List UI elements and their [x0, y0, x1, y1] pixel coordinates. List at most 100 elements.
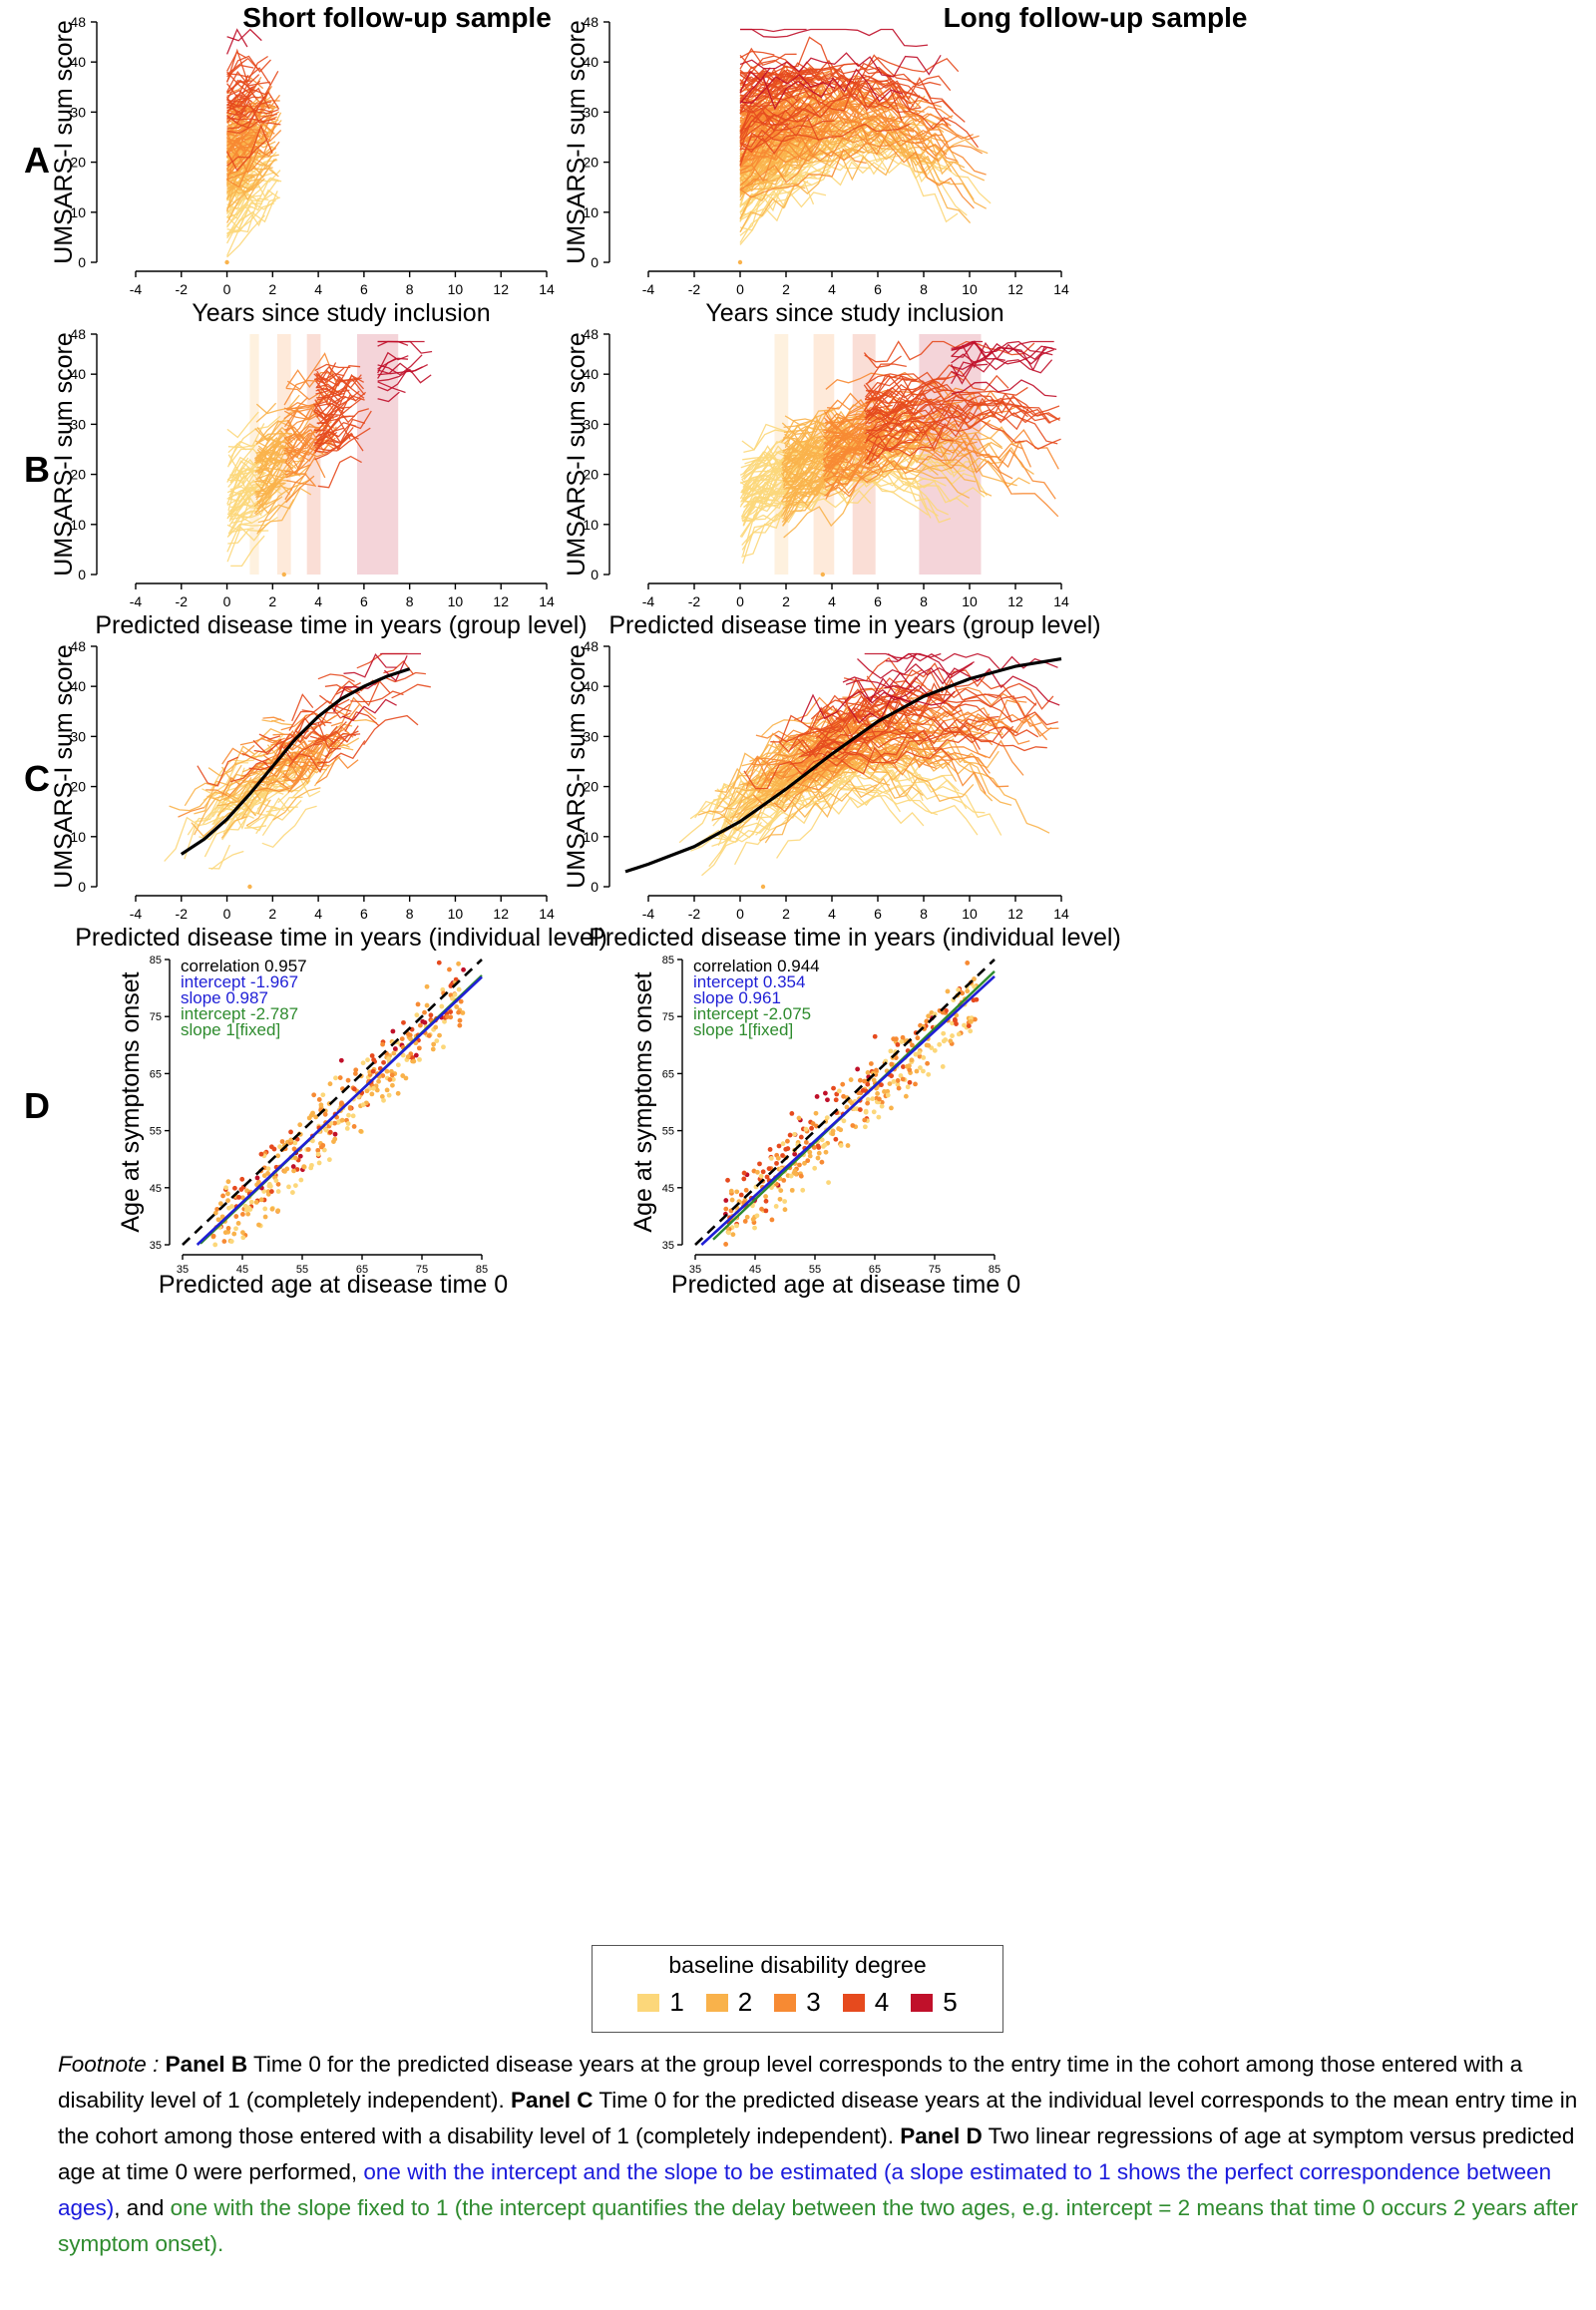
trajectory: [241, 752, 282, 777]
scatter-point: [245, 1211, 251, 1217]
trajectory: [226, 124, 273, 167]
x-tick-label: 6: [874, 593, 882, 609]
y-tick-label: 35: [662, 1240, 674, 1252]
x-tick-label: -2: [688, 281, 701, 297]
scatter-point: [229, 1204, 234, 1209]
scatter-point: [906, 1063, 912, 1069]
trajectory: [866, 422, 910, 447]
scatter-point: [764, 1174, 770, 1180]
x-tick-label: 8: [920, 593, 928, 609]
y-tick-label: 10: [70, 204, 86, 220]
trajectory: [798, 725, 1039, 760]
scatter-point: [433, 1024, 439, 1030]
trajectory: [824, 402, 977, 428]
trajectory: [315, 433, 359, 452]
trajectory: [226, 196, 281, 233]
scatter-point: [292, 1155, 298, 1161]
trajectory: [229, 460, 252, 484]
scatter-point: [738, 1192, 744, 1198]
scatter-point: [456, 961, 462, 966]
scatter-point: [968, 1028, 974, 1034]
scatter-point: [973, 1016, 978, 1022]
scatter-point: [785, 1138, 790, 1144]
scatter-point: [360, 1102, 366, 1108]
scatter-point: [417, 1056, 422, 1062]
trajectory: [272, 787, 321, 821]
legend-items: 1 2 3 4 5: [593, 1987, 1002, 2018]
y-tick-label: 85: [150, 955, 162, 966]
scatter-point: [389, 1072, 395, 1078]
scatter-point: [371, 1085, 376, 1091]
scatter-point: [787, 1132, 793, 1138]
trajectory: [315, 374, 365, 396]
trajectory: [255, 417, 311, 445]
legend-title: baseline disability degree: [668, 1952, 927, 1978]
trajectory: [739, 116, 955, 163]
trajectory: [739, 123, 980, 187]
y-tick-label: 40: [70, 678, 86, 694]
scatter-point: [845, 1143, 851, 1148]
scatter-point: [865, 1097, 871, 1102]
scatter-point: [729, 1197, 735, 1203]
trajectory: [261, 744, 293, 772]
trajectory: [377, 381, 406, 394]
scatter-point: [754, 1169, 760, 1175]
trajectory: [314, 734, 335, 744]
scatter-point: [891, 1079, 897, 1084]
trajectory: [257, 476, 304, 524]
trajectory: [377, 391, 400, 403]
y-axis-label: Age at symptoms onset: [117, 971, 145, 1232]
scatter-point: [754, 1213, 760, 1219]
scatter-point: [413, 1052, 419, 1058]
scatter-point: [792, 1151, 798, 1157]
scatter-point: [972, 976, 977, 981]
trajectory: [735, 764, 832, 819]
scatter-point: [893, 1055, 899, 1060]
y-tick-label: 20: [583, 779, 598, 795]
trajectory: [825, 430, 852, 435]
trajectory: [227, 774, 251, 798]
x-tick-label: -4: [130, 281, 143, 297]
scatter-point: [424, 983, 430, 989]
footnote-panel-d-head: Panel D: [900, 2123, 983, 2148]
trajectory: [764, 790, 832, 844]
legend-swatch-2: [705, 1993, 728, 2012]
trajectory: [240, 785, 288, 820]
x-axis-label: Predicted disease time in years (group l…: [608, 611, 1100, 639]
scatter-point: [416, 1045, 422, 1051]
identity-line: [694, 959, 996, 1246]
scatter-point: [782, 1207, 788, 1213]
trajectory: [314, 363, 351, 372]
trajectory: [226, 99, 280, 115]
scatter-point: [965, 961, 971, 965]
trajectory: [316, 427, 371, 452]
x-axis-label: Predicted disease time in years (individ…: [589, 924, 1121, 952]
trajectory: [227, 478, 269, 514]
trajectory: [739, 162, 813, 219]
trajectory: [206, 777, 247, 802]
footnote-panel-b-text: Time 0 for the predicted disease years a…: [58, 2052, 1523, 2113]
y-tick-label: 20: [70, 155, 86, 171]
trajectory: [256, 437, 290, 445]
trajectory: [818, 729, 844, 744]
scatter-point: [871, 1109, 877, 1115]
scatter-point: [793, 1171, 799, 1177]
trajectory: [717, 787, 745, 808]
scatter-point: [345, 1077, 351, 1083]
trajectory: [226, 67, 271, 86]
scatter-point: [275, 1189, 281, 1194]
trajectory: [377, 357, 409, 379]
footnote-panel-d-text: Two linear regressions of age at symptom…: [58, 2123, 1575, 2184]
y-axis-label: UMSARS-I sum score: [563, 644, 591, 888]
trajectory: [226, 141, 265, 173]
marks-B-long: [739, 334, 1061, 578]
scatter-point: [896, 1085, 902, 1091]
scatter-point: [816, 1145, 822, 1150]
trajectory: [826, 435, 923, 466]
trajectory: [169, 794, 211, 812]
trajectory: [197, 756, 239, 787]
x-tick-label: 0: [736, 906, 744, 922]
trajectory: [226, 176, 249, 194]
scatter-point: [338, 1057, 344, 1063]
trajectory: [782, 414, 849, 452]
